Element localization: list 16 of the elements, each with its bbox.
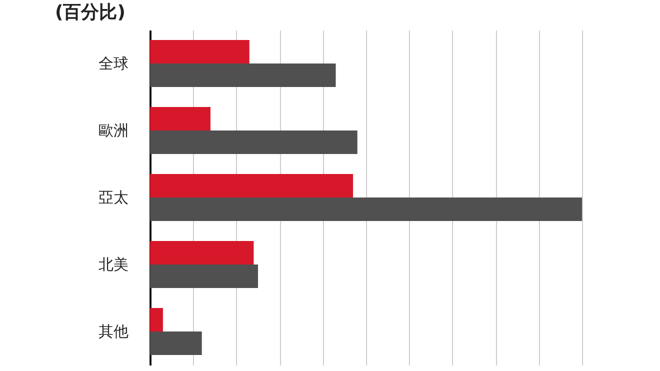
y-tick-label: 亞太	[98, 188, 128, 206]
y-tick-label: 全球	[98, 54, 128, 72]
bar	[150, 308, 163, 332]
bar	[150, 40, 250, 64]
bar	[150, 107, 210, 130]
bar	[150, 332, 202, 355]
chart-title: (百分比)	[55, 2, 126, 23]
y-tick-label: 其他	[98, 322, 128, 340]
y-tick-label: 北美	[98, 256, 128, 274]
bar	[150, 64, 336, 87]
bar	[150, 198, 582, 221]
bar	[150, 264, 258, 288]
bar	[150, 130, 358, 154]
y-tick-label: 歐洲	[98, 122, 128, 140]
bar	[150, 241, 254, 264]
bar	[150, 174, 354, 198]
